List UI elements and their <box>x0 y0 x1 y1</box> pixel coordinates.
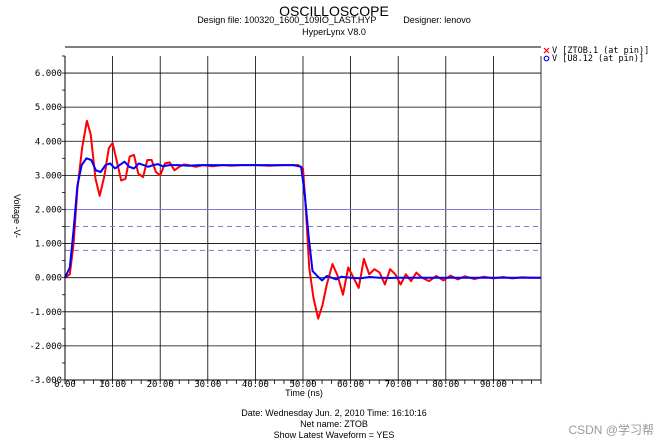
series-line-u8 <box>64 157 541 282</box>
grid <box>64 56 542 381</box>
x-tick-label: 50.00 <box>289 380 316 390</box>
x-tick-label: 20.00 <box>147 380 174 390</box>
y-tick-label: 1.000 <box>35 240 62 250</box>
designer-label: Designer: <box>403 15 442 25</box>
x-tick-label: 40.00 <box>242 380 269 390</box>
software-version: HyperLynx V8.0 <box>302 27 366 37</box>
y-tick-label: 0.000 <box>35 274 62 284</box>
x-tick-label: 0.00 <box>54 380 76 390</box>
legend: V [ZTOB.1 (at pin)]V [U8.12 (at pin)] <box>543 46 649 64</box>
watermark: CSDN @学习帮 <box>568 423 654 437</box>
y-tick-label: -3.000 <box>29 376 62 386</box>
legend-marker-circle-icon <box>543 55 550 62</box>
x-tick-label: 10.00 <box>99 380 126 390</box>
footer-info: Date: Wednesday Jun. 2, 2010 Time: 16:10… <box>0 408 668 441</box>
x-axis-label: Time (ns) <box>285 388 323 398</box>
design-info: Design file: 100320_1600_109IO_LAST.HYP … <box>0 15 668 25</box>
waveform-line: Show Latest Waveform = YES <box>273 430 395 440</box>
design-file-label: Design file: <box>197 15 242 25</box>
y-tick-label: -1.000 <box>29 308 62 318</box>
y-tick-label: -2.000 <box>29 342 62 352</box>
page-title: OSCILLOSCOPE <box>279 3 389 19</box>
y-tick-label: 6.000 <box>35 69 62 79</box>
x-tick-label: 70.00 <box>385 380 412 390</box>
y-tick-label: 2.000 <box>35 205 62 215</box>
x-tick-label: 90.00 <box>480 380 507 390</box>
designer: lenovo <box>444 15 471 25</box>
threshold-lines <box>65 208 541 251</box>
legend-entry: V [ZTOB.1 (at pin)] <box>552 46 649 56</box>
y-tick-label: 5.000 <box>35 103 62 113</box>
x-tick-label: 80.00 <box>432 380 459 390</box>
y-axis-label: Voltage -V- <box>12 194 22 238</box>
y-tick-label: 3.000 <box>35 171 62 181</box>
legend-entry: V [U8.12 (at pin)] <box>552 54 644 64</box>
x-tick-label: 30.00 <box>194 380 221 390</box>
design-file: 100320_1600_109IO_LAST.HYP <box>244 15 377 25</box>
net-name-line: Net name: ZTOB <box>300 419 368 429</box>
date-line: Date: Wednesday Jun. 2, 2010 Time: 16:10… <box>241 408 427 418</box>
y-tick-label: 4.000 <box>35 137 62 147</box>
axes: 0.00 10.00 20.00 30.00 40.00 50.00 60.00 70.00 8… <box>29 55 542 390</box>
x-tick-label: 60.00 <box>337 380 364 390</box>
waveforms <box>64 119 541 320</box>
legend-marker-x-icon <box>543 47 550 54</box>
